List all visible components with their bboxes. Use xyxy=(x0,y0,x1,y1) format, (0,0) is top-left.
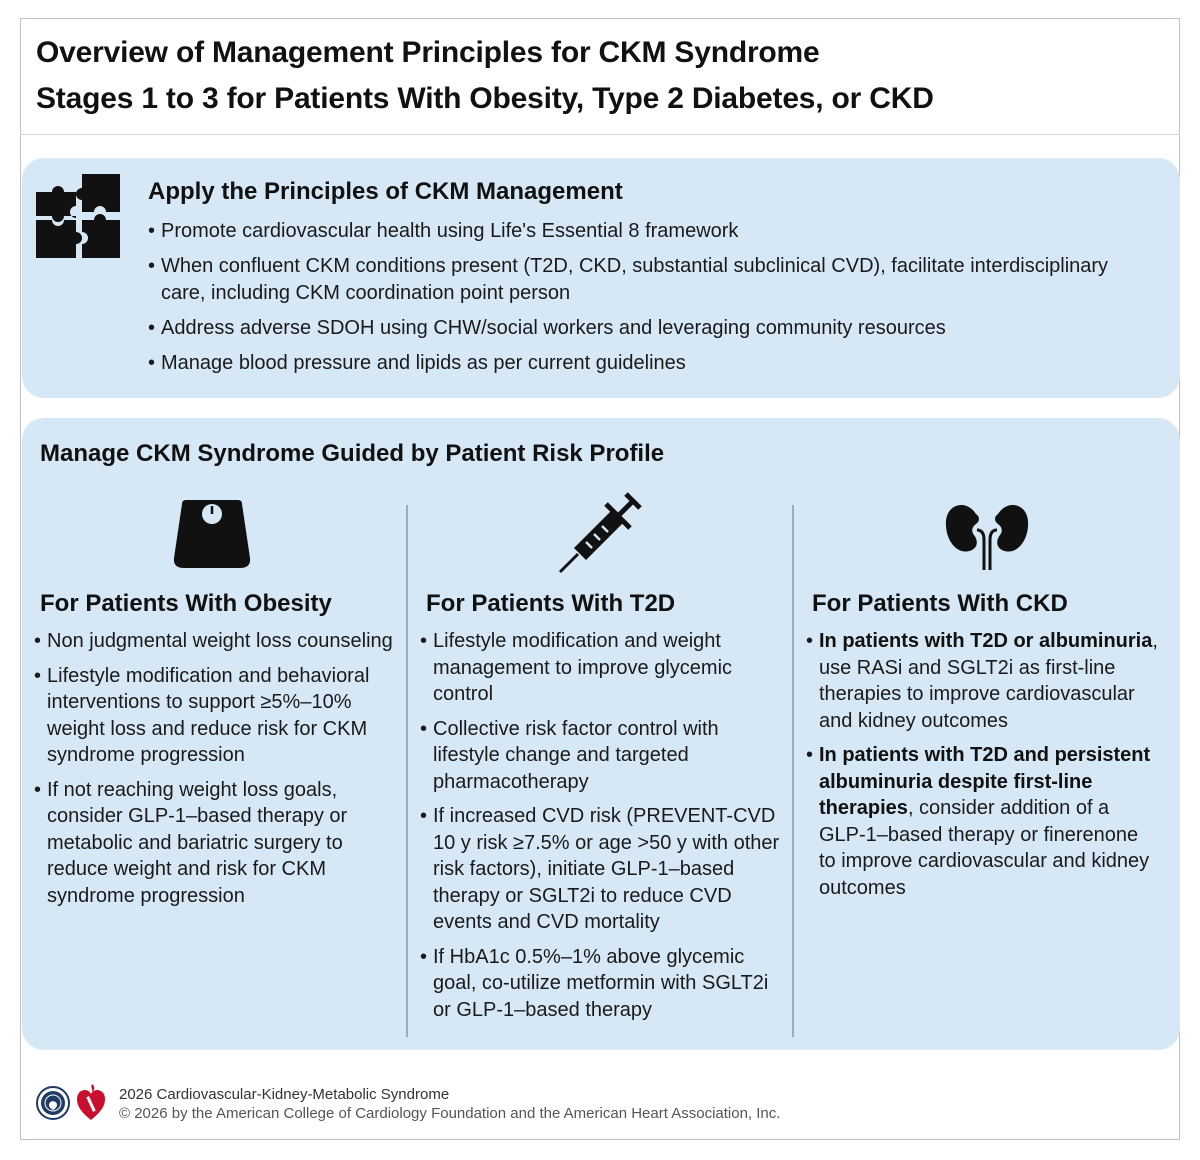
list-item: Promote cardiovascular health using Life… xyxy=(148,218,1148,245)
puzzle-icon xyxy=(36,174,120,258)
t2d-list: Lifestyle modification and weight manage… xyxy=(420,628,782,1031)
list-item: Address adverse SDOH using CHW/social wo… xyxy=(148,315,1148,342)
footer-copyright: © 2026 by the American College of Cardio… xyxy=(119,1105,781,1122)
ckd-list: In patients with T2D or albuminuria, use… xyxy=(806,628,1158,909)
weight-scale-icon xyxy=(173,500,251,568)
risk-profile-heading: Manage CKM Syndrome Guided by Patient Ri… xyxy=(40,440,665,467)
title-line-2: Stages 1 to 3 for Patients With Obesity,… xyxy=(36,82,934,115)
obesity-list: Non judgmental weight loss counseling Li… xyxy=(34,628,396,917)
list-item: In patients with T2D or albuminuria, use… xyxy=(806,628,1158,734)
footer-title: 2026 Cardiovascular-Kidney-Metabolic Syn… xyxy=(119,1086,450,1103)
list-item: If not reaching weight loss goals, consi… xyxy=(34,777,396,910)
list-item: In patients with T2D and persistent albu… xyxy=(806,742,1158,901)
acc-seal-logo xyxy=(36,1086,70,1120)
column-divider xyxy=(406,505,408,1037)
t2d-heading: For Patients With T2D xyxy=(426,590,676,617)
list-item: If HbA1c 0.5%–1% above glycemic goal, co… xyxy=(420,944,782,1024)
list-item: Collective risk factor control with life… xyxy=(420,716,782,796)
list-item: Manage blood pressure and lipids as per … xyxy=(148,350,1148,377)
kidneys-icon xyxy=(945,504,1029,570)
list-item: Non judgmental weight loss counseling xyxy=(34,628,396,655)
title-divider xyxy=(20,134,1180,135)
list-item: Lifestyle modification and behavioral in… xyxy=(34,663,396,769)
list-item: When confluent CKM conditions present (T… xyxy=(148,253,1148,307)
column-divider xyxy=(792,505,794,1037)
list-item: If increased CVD risk (PREVENT-CVD 10 y … xyxy=(420,803,782,936)
syringe-icon xyxy=(558,492,642,574)
principles-heading: Apply the Principles of CKM Management xyxy=(148,178,623,205)
obesity-heading: For Patients With Obesity xyxy=(40,590,332,617)
list-item: Lifestyle modification and weight manage… xyxy=(420,628,782,708)
ckd-heading: For Patients With CKD xyxy=(812,590,1068,617)
principles-list: Promote cardiovascular health using Life… xyxy=(148,218,1148,385)
title-line-1: Overview of Management Principles for CK… xyxy=(36,36,820,69)
aha-heart-torch-logo xyxy=(77,1084,105,1120)
page-title: Overview of Management Principles for CK… xyxy=(36,30,934,122)
